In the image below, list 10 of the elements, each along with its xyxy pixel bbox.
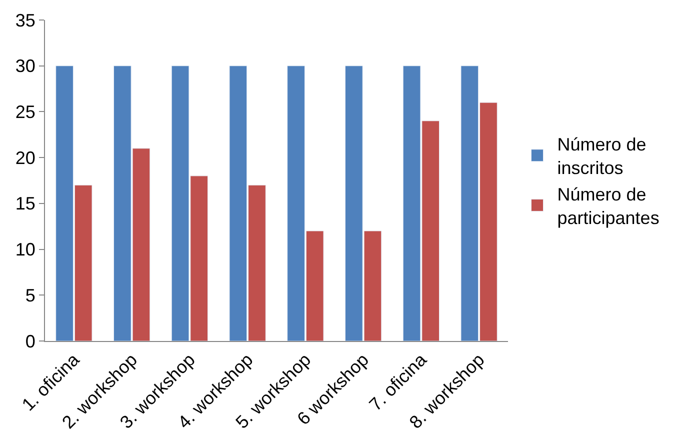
- y-tick-label: 30: [15, 56, 36, 76]
- y-tick-label: 5: [25, 285, 36, 306]
- y-tick-label: 20: [15, 148, 36, 168]
- y-tick-label: 25: [15, 102, 36, 122]
- y-tick-label: 15: [15, 194, 36, 214]
- y-tick-label: 35: [15, 10, 36, 30]
- legend-label: Número de inscritos: [557, 134, 646, 178]
- y-tick-label: 0: [25, 331, 36, 352]
- y-tick-label: 10: [15, 240, 36, 260]
- legend-label: Número de participantes: [557, 184, 660, 228]
